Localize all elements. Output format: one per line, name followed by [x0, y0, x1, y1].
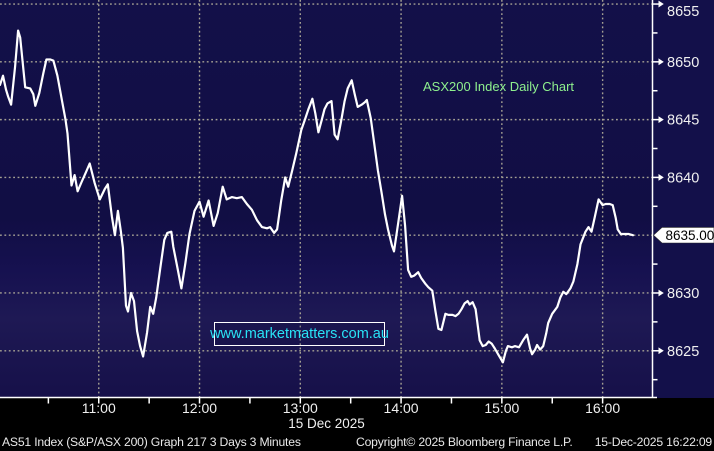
marketmatters-link[interactable]: www.marketmatters.com.au — [210, 322, 389, 346]
last-price-badge-shape — [653, 227, 714, 244]
x-axis-label: 12:00 — [182, 400, 217, 416]
y-tick-arrow-icon — [658, 174, 664, 181]
x-axis-label: 11:00 — [82, 400, 116, 416]
price-line — [0, 29, 635, 364]
copyright-text: Copyright© 2025 Bloomberg Finance L.P. — [356, 435, 573, 449]
x-axis-label: 15:00 — [484, 400, 519, 416]
x-axis-label: 16:00 — [585, 400, 620, 416]
y-axis-label: 8640 — [667, 170, 699, 186]
x-axis-date-label: 15 Dec 2025 — [288, 416, 365, 431]
y-axis-margin — [653, 0, 714, 398]
y-axis-label: 8655 — [667, 4, 699, 20]
marketmatters-link-text: www.marketmatters.com.au — [210, 326, 389, 342]
y-axis-label: 8630 — [667, 286, 699, 302]
axes — [0, 0, 664, 404]
y-tick-arrow-icon — [658, 289, 664, 297]
timestamp-text: 15-Dec-2025 16:22:09 — [594, 435, 712, 449]
last-price-badge: 8635.00 — [653, 227, 714, 244]
security-description: AS51 Index (S&P/ASX 200) Graph 217 3 Day… — [2, 435, 301, 449]
x-axis-label: 14:00 — [384, 400, 419, 416]
x-axis-label: 13:00 — [283, 400, 318, 416]
y-tick-arrow-icon — [658, 347, 664, 355]
chart-title: ASX200 Index Daily Chart — [423, 79, 575, 94]
y-tick-arrow-icon — [658, 58, 664, 66]
bottom-strip — [0, 398, 714, 451]
y-axis-label: 8645 — [667, 113, 699, 129]
y-tick-arrow-icon — [658, 0, 664, 8]
y-axis-label: 8625 — [667, 344, 699, 360]
y-tick-arrow-icon — [658, 116, 664, 124]
y-axis-label: 8650 — [667, 55, 699, 71]
last-price-value: 8635.00 — [666, 228, 714, 243]
